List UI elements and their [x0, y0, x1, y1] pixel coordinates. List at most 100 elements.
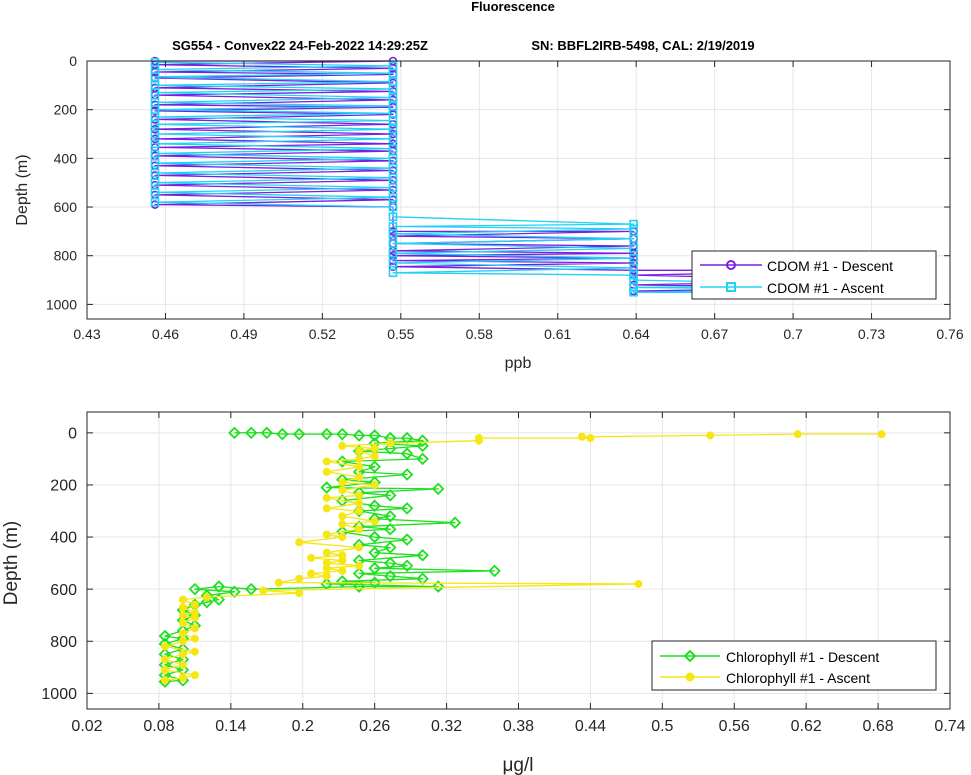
cdom-data-point	[388, 258, 398, 268]
cdom-data-point	[150, 129, 160, 139]
cdom-data-point	[629, 275, 638, 285]
chlorophyll-data-point	[178, 637, 187, 646]
cdom-y-tick-label: 600	[54, 199, 78, 215]
chlorophyll-data-point	[352, 567, 366, 580]
cdom-x-tick-label: 0.49	[230, 326, 257, 342]
chlorophyll-data-point	[368, 530, 381, 544]
cdom-x-tick-label: 0.67	[701, 326, 728, 342]
chlorophyll-x-tick-label: 0.32	[431, 718, 462, 735]
chlorophyll-data-point	[338, 486, 347, 495]
chlorophyll-data-point	[244, 426, 258, 440]
chlorophyll-legend-descent-label: Chlorophyll #1 - Descent	[726, 649, 879, 665]
cdom-data-point	[388, 222, 398, 231]
chlorophyll-data-point	[368, 546, 381, 559]
figure-title: Fluorescence	[471, 0, 555, 14]
chlorophyll-data-point	[400, 533, 414, 546]
cdom-data-point	[150, 168, 160, 178]
cdom-legend: CDOM #1 - Descent CDOM #1 - Ascent	[691, 250, 937, 300]
cdom-data-point	[388, 212, 398, 222]
chlorophyll-data-point	[244, 582, 258, 596]
chlorophyll-data-point	[431, 580, 445, 593]
chlorophyll-data-point	[355, 447, 364, 456]
cdom-series	[150, 56, 876, 298]
chlorophyll-data-point	[160, 642, 169, 651]
cdom-ticks: 0.43 0.46 0.49 0.52 0.55 0.58 0.61 0.64 0.67 0.7 0…	[46, 53, 964, 342]
cdom-x-axis-label: ppb	[505, 355, 532, 372]
chlorophyll-x-tick-label: 0.68	[863, 718, 894, 735]
cdom-data-point	[150, 81, 160, 90]
chlorophyll-data-point	[158, 629, 172, 643]
chlorophyll-data-point	[338, 566, 347, 575]
chlorophyll-data-point	[160, 655, 169, 664]
chlorophyll-data-point	[178, 673, 187, 682]
chlorophyll-x-tick-label: 0.08	[143, 718, 174, 735]
chlorophyll-data-point	[355, 507, 364, 515]
chlorophyll-data-point	[274, 578, 283, 587]
cdom-panel: 0.43 0.46 0.49 0.52 0.55 0.58 0.61 0.64 0.67 0.7 0…	[14, 53, 964, 372]
chlorophyll-data-point	[338, 512, 347, 521]
chlorophyll-data-point	[322, 493, 331, 502]
chlorophyll-data-point	[322, 548, 331, 557]
chlorophyll-data-point	[322, 467, 331, 476]
chlorophyll-data-point	[212, 580, 226, 593]
cdom-data-point	[629, 287, 638, 297]
chlorophyll-x-tick-label: 0.62	[791, 718, 822, 735]
cdom-data-point	[150, 124, 160, 134]
figure-subtitle: SG554 - Convex22 24-Feb-2022 14:29:25Z	[172, 38, 428, 53]
chlorophyll-data-point	[368, 460, 381, 473]
cdom-y-axis-label: Depth (m)	[14, 154, 31, 225]
cdom-x-tick-label: 0.64	[623, 326, 650, 342]
chlorophyll-data-point	[190, 647, 199, 656]
chlorophyll-data-point	[355, 454, 364, 463]
chlorophyll-data-point	[355, 473, 364, 482]
chlorophyll-data-point	[416, 434, 429, 447]
chlorophyll-ticks: 0.02 0.08 0.14 0.2 0.26 0.32 0.38 0.44 0.5 0.56 0.…	[41, 412, 966, 735]
chlorophyll-data-point	[400, 447, 414, 460]
cdom-legend-ascent-marker	[726, 282, 736, 292]
cdom-data-point	[388, 173, 398, 183]
cdom-data-point	[150, 178, 160, 187]
cdom-data-point	[629, 248, 638, 258]
chlorophyll-data-point	[212, 593, 226, 606]
cdom-data-point	[388, 183, 398, 192]
chlorophyll-series-ascent	[160, 430, 886, 685]
cdom-data-point	[388, 248, 398, 258]
chlorophyll-data-point	[190, 624, 199, 633]
cdom-data-point	[150, 158, 160, 168]
cdom-data-point	[388, 61, 398, 71]
cdom-data-point	[150, 98, 160, 107]
chlorophyll-data-point	[448, 516, 462, 529]
chlorophyll-x-tick-label: 0.2	[292, 718, 314, 735]
cdom-data-point	[629, 234, 638, 243]
cdom-x-tick-label: 0.43	[73, 326, 100, 342]
cdom-x-tick-label: 0.46	[152, 326, 179, 342]
chlorophyll-data-point	[431, 482, 445, 496]
chlorophyll-x-tick-label: 0.38	[503, 718, 534, 735]
chlorophyll-data-point	[295, 574, 304, 583]
chlorophyll-x-tick-label: 0.14	[215, 718, 246, 735]
chlorophyll-data-point	[178, 611, 187, 620]
chlorophyll-y-axis-label: Depth (m)	[1, 521, 22, 605]
chlorophyll-data-point	[260, 426, 274, 440]
chlorophyll-data-point	[320, 481, 333, 494]
chlorophyll-x-tick-label: 0.02	[71, 718, 102, 735]
chlorophyll-data-point	[320, 427, 333, 441]
chlorophyll-data-point	[160, 665, 169, 674]
cdom-data-point	[629, 244, 638, 253]
cdom-data-point	[150, 134, 160, 144]
chlorophyll-data-point	[338, 441, 347, 450]
chlorophyll-y-tick-label: 800	[50, 634, 77, 651]
chlorophyll-data-point	[188, 582, 202, 596]
cdom-y-tick-label: 400	[54, 150, 78, 166]
chlorophyll-data-point	[355, 491, 364, 500]
chlorophyll-data-point	[178, 650, 187, 659]
cdom-y-tick-label: 200	[54, 102, 78, 118]
cdom-x-tick-label: 0.7	[783, 326, 803, 342]
chlorophyll-legend: Chlorophyll #1 - Descent Chlorophyll #1 …	[651, 640, 937, 691]
chlorophyll-data-point	[352, 580, 366, 593]
chlorophyll-data-point	[383, 442, 397, 455]
chlorophyll-x-axis-label: μg/l	[502, 755, 533, 775]
chlorophyll-y-tick-label: 200	[50, 478, 77, 495]
cdom-x-tick-label: 0.73	[858, 326, 885, 342]
